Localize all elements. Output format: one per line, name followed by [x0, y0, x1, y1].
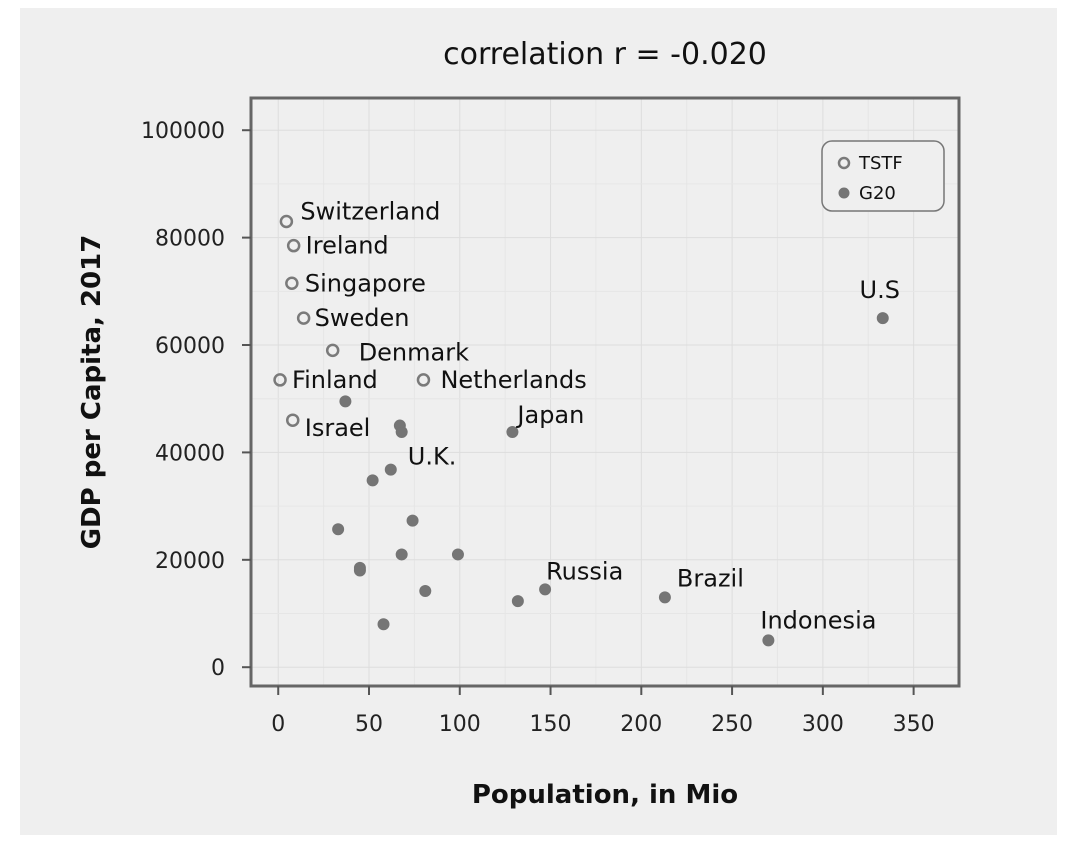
tstf-point [285, 276, 299, 291]
tstf-point [416, 373, 431, 387]
point-labels: Switzerland Ireland Singapore Sweden Denmark… [292, 198, 900, 635]
x-tick-label: 50 [355, 712, 383, 737]
point-label: Russia [546, 557, 623, 585]
g20-point [876, 312, 889, 325]
legend: TSTF G20 [821, 140, 945, 212]
legend-label-tstf: TSTF [858, 153, 903, 174]
point-label: Netherlands [440, 366, 586, 394]
g20-point [658, 591, 671, 604]
y-tick-label: 80000 [155, 227, 225, 252]
point-label: Brazil [677, 564, 744, 592]
chart-title: correlation r = -0.020 [443, 37, 767, 72]
legend-marker-tstf [837, 156, 851, 170]
g20-point [332, 523, 345, 536]
tstf-point [286, 238, 301, 253]
point-label: Singapore [305, 269, 426, 297]
tstf-point [273, 373, 287, 387]
x-tick-label: 0 [271, 712, 285, 737]
g20-point [366, 474, 379, 487]
point-label: Finland [292, 366, 378, 394]
point-label: Japan [515, 401, 584, 429]
tstf-point [286, 413, 300, 427]
tstf-point [325, 343, 340, 358]
y-tick-label: 20000 [155, 549, 225, 574]
y-tick-label: 0 [211, 656, 225, 681]
y-tick-label: 100000 [141, 119, 225, 144]
point-label: Ireland [306, 232, 389, 260]
x-tick-label: 250 [711, 712, 753, 737]
x-tick-label: 300 [802, 712, 844, 737]
legend-label-g20: G20 [859, 183, 896, 204]
tstf-point [296, 311, 311, 325]
point-label: Sweden [315, 304, 410, 332]
g20-point [395, 426, 408, 439]
g20-point [762, 634, 775, 647]
g20-point [377, 618, 390, 631]
point-label: Indonesia [760, 606, 876, 634]
point-label: Israel [305, 414, 371, 442]
legend-box [821, 140, 945, 212]
g20-point [353, 564, 366, 577]
g20-point [511, 595, 524, 608]
g20-point [451, 548, 464, 561]
y-tick-label: 40000 [155, 441, 225, 466]
data-points [273, 214, 889, 647]
g20-point [506, 426, 519, 439]
g20-point [539, 583, 552, 596]
g20-point [384, 463, 397, 476]
g20-point [419, 584, 432, 597]
plot-border [249, 96, 961, 688]
grid [251, 98, 959, 686]
tstf-point [279, 214, 294, 229]
point-label: U.K. [408, 443, 457, 471]
y-tick-label: 60000 [155, 334, 225, 359]
x-tick-label: 350 [893, 712, 935, 737]
x-tick-label: 200 [620, 712, 662, 737]
legend-marker-g20 [838, 187, 850, 199]
g20-point [339, 395, 352, 408]
g20-point [395, 548, 408, 561]
x-tick-label: 150 [530, 712, 572, 737]
point-label: Denmark [359, 338, 469, 366]
axis-ticks: 0 50 100 150 200 250 300 350 0 20000 40000 60000 800… [141, 119, 935, 737]
point-label: Switzerland [300, 198, 440, 226]
point-label: U.S [860, 276, 900, 304]
x-axis-title: Population, in Mio [472, 780, 738, 810]
g20-point [406, 514, 419, 527]
x-tick-label: 100 [439, 712, 481, 737]
y-axis-title: GDP per Capita, 2017 [77, 235, 107, 550]
plot-frame [249, 96, 961, 688]
